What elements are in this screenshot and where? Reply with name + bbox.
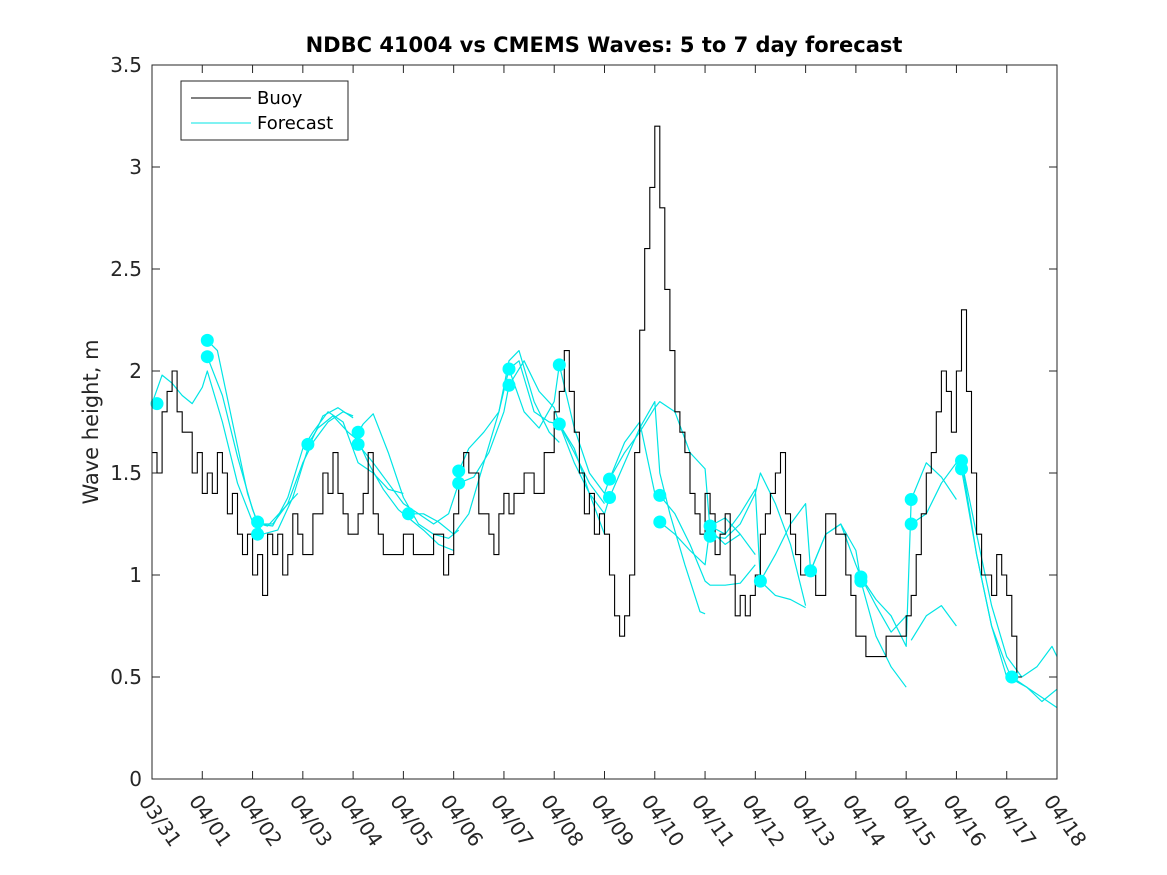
forecast-marker [301,437,315,451]
legend: Buoy Forecast [180,80,349,141]
chart-title: NDBC 41004 vs CMEMS Waves: 5 to 7 day fo… [306,33,903,57]
buoy-line [152,125,1022,678]
forecast-marker [552,417,566,431]
forecast-run-line [458,360,606,535]
y-tick-label: 0.5 [110,665,142,689]
forecast-run-line [910,604,957,641]
forecast-marker [703,529,717,543]
y-tick-label: 2 [129,359,142,383]
forecast-run-line [206,356,354,535]
plot-frame [151,64,1058,780]
buoy-series [152,125,1022,678]
forecast-markers [150,333,1019,684]
y-tick-label: 1 [129,563,142,587]
forecast-marker [150,397,164,411]
forecast-marker [251,527,265,541]
forecast-marker [804,564,818,578]
plot-area [152,65,1057,779]
forecast-marker [251,515,265,529]
forecast-marker [753,574,767,588]
forecast-run-line [810,523,907,688]
forecast-marker [904,517,918,531]
forecast-marker [502,378,516,392]
forecast-run-line [709,488,806,609]
forecast-marker [603,472,616,486]
forecast-marker [653,488,667,502]
forecast-marker [603,491,616,504]
forecast-run-line [1011,676,1058,703]
forecast-marker [955,462,968,476]
forecast-marker [452,476,466,490]
legend-buoy-label: Buoy [257,88,303,109]
legend-box [180,80,349,141]
y-tick-label: 2.5 [110,257,142,281]
legend-forecast-label: Forecast [257,113,333,134]
forecast-run-line [659,495,756,586]
forecast-run-line [206,339,354,525]
y-tick-label: 0 [129,767,142,791]
forecast-marker [200,350,214,364]
forecast-marker [854,574,868,588]
forecast-run-line [659,517,756,566]
forecast-run-line [508,364,656,494]
forecast-marker [502,362,516,376]
forecast-marker [200,333,214,347]
forecast-marker [351,425,365,439]
forecast-marker [653,515,667,529]
y-tick-label: 1.5 [110,461,142,485]
y-axis-label: Wave height, m [79,339,103,504]
y-tick-label: 3 [129,155,142,179]
forecast-marker [351,437,365,451]
forecast-marker [1005,670,1019,684]
forecast-marker [552,358,566,372]
forecast-marker [401,507,415,521]
forecast-run-line [408,350,560,535]
forecast-run-line [257,411,404,527]
forecast-run-line [960,460,1058,678]
forecast-run-line [710,472,807,606]
forecast-run-line [860,462,957,648]
y-tick-label: 3.5 [110,53,142,77]
forecast-run-line [307,415,454,552]
forecast-marker [703,519,717,533]
forecast-marker [452,464,466,478]
y-axis: 0 0.5 1 1.5 2 2.5 3 3.5 [110,53,1057,791]
forecast-marker [904,493,918,506]
